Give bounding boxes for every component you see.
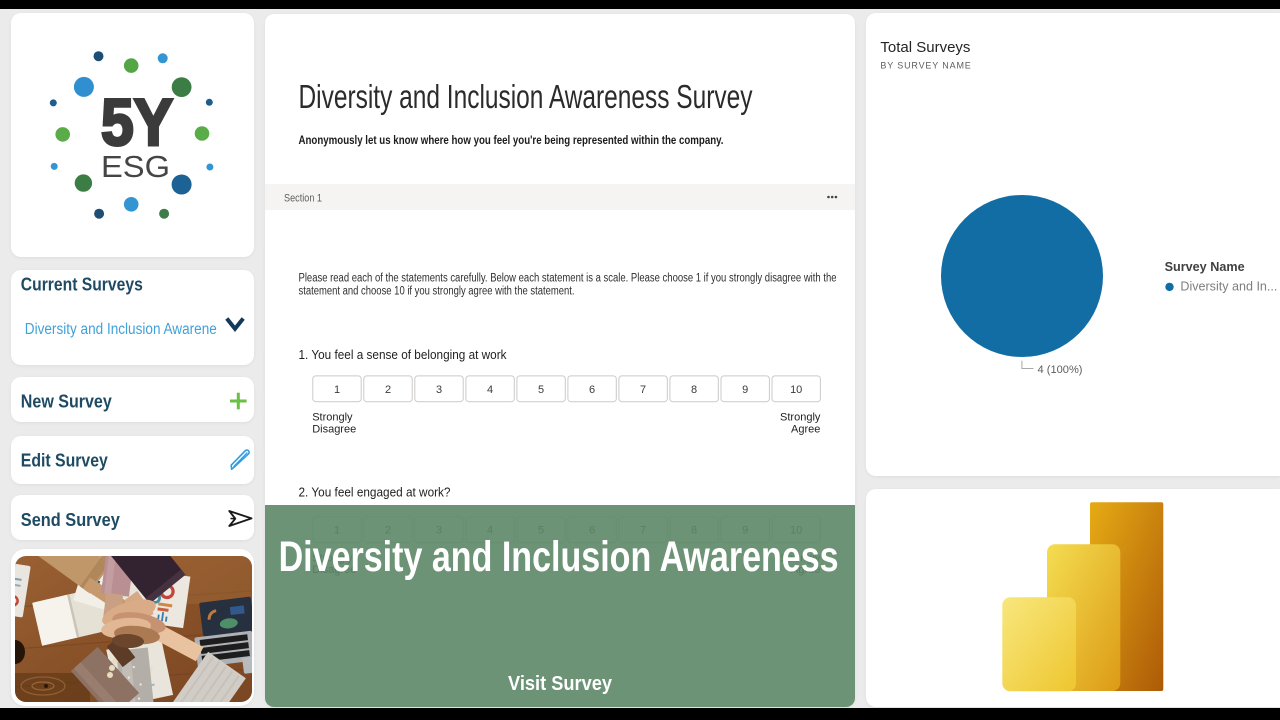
svg-text:1. You feel a sense of belongi: 1. You feel a sense of belonging at work [299,347,507,362]
svg-text:Agree: Agree [791,423,820,435]
svg-text:3: 3 [436,384,442,396]
svg-text:Strongly: Strongly [312,412,353,424]
svg-text:9: 9 [742,384,748,396]
svg-text:8: 8 [691,384,697,396]
svg-text:Visit Survey: Visit Survey [508,673,613,695]
svg-text:Please read each of the statem: Please read each of the statements caref… [299,273,837,285]
svg-text:Diversity and Inclusion Awaren: Diversity and Inclusion Awarene [25,321,217,338]
svg-text:Anonymously let us know where: Anonymously let us know where how you fe… [299,135,724,147]
svg-text:Total Surveys: Total Surveys [880,39,970,56]
svg-text:7: 7 [640,384,646,396]
svg-text:New Survey: New Survey [21,392,112,412]
svg-text:Diversity and Inclusion Awaren: Diversity and Inclusion Awareness [279,533,839,581]
svg-text:Strongly: Strongly [780,412,821,424]
svg-text:Diversity and Inclusion Awaren: Diversity and Inclusion Awareness Survey [299,79,753,116]
svg-text:1: 1 [334,384,340,396]
svg-text:ESG: ESG [101,149,170,184]
svg-text:Disagree: Disagree [312,423,356,435]
svg-text:Section 1: Section 1 [284,193,322,205]
svg-text:Diversity and In...: Diversity and In... [1180,280,1277,294]
svg-text:Current Surveys: Current Surveys [21,275,143,295]
svg-text:statement and choose 10 if you: statement and choose 10 if you strongly … [299,286,575,298]
svg-text:4 (100%): 4 (100%) [1038,364,1083,376]
svg-text:Edit Survey: Edit Survey [21,451,108,471]
svg-text:6: 6 [589,384,595,396]
svg-text:5Y: 5Y [101,85,173,159]
svg-text:2. You feel engaged at work?: 2. You feel engaged at work? [299,485,451,500]
svg-text:Send Survey: Send Survey [21,510,120,530]
svg-text:4: 4 [487,384,493,396]
svg-text:2: 2 [385,384,391,396]
svg-text:BY SURVEY NAME: BY SURVEY NAME [880,61,971,71]
svg-text:Survey Name: Survey Name [1165,260,1245,274]
svg-text:5: 5 [538,384,544,396]
svg-text:10: 10 [790,384,802,396]
